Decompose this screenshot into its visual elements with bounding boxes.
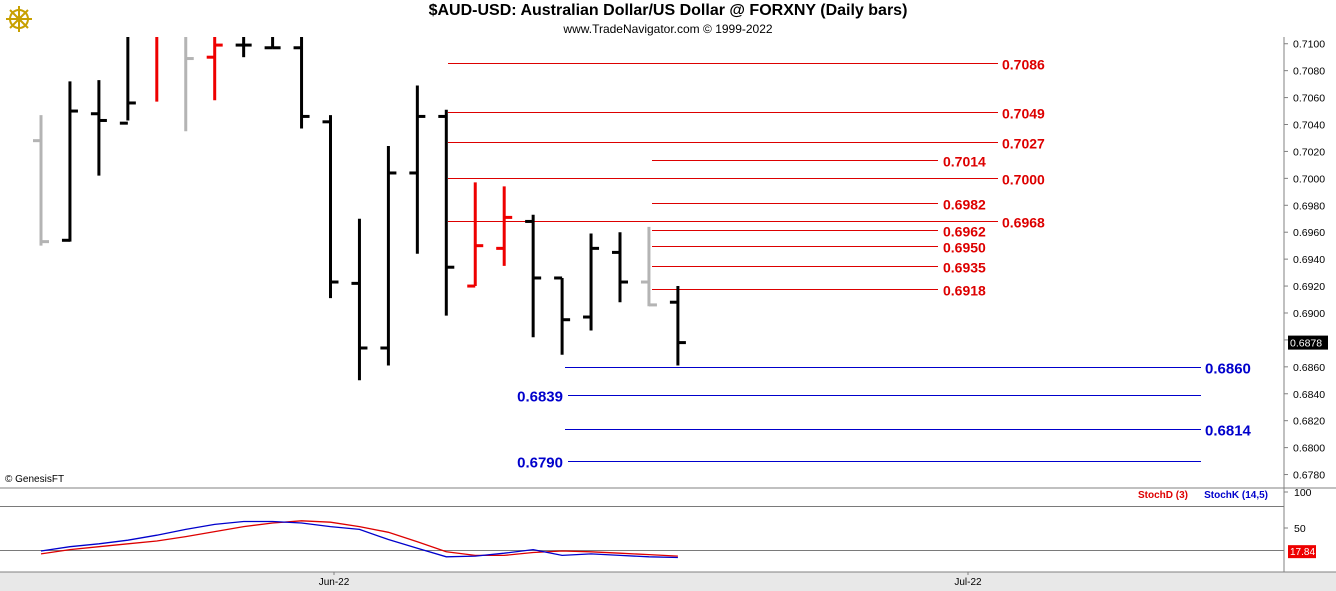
chart-subtitle: www.TradeNavigator.com © 1999-2022 xyxy=(563,22,773,36)
price-axis-bg xyxy=(1284,37,1336,488)
level-label: 0.6918 xyxy=(943,283,986,299)
level-label: 0.6962 xyxy=(943,224,986,240)
price-tick-label: 0.6840 xyxy=(1293,389,1325,401)
price-tick-label: 0.6940 xyxy=(1293,254,1325,266)
last-price-box xyxy=(1288,335,1328,350)
level-label: 0.6935 xyxy=(943,260,986,276)
ohlc-bar xyxy=(90,80,107,176)
price-tick-label: 0.6920 xyxy=(1293,281,1325,293)
ohlc-bar xyxy=(184,37,194,132)
stoch-last-box xyxy=(1288,545,1316,559)
ohlc-bar xyxy=(119,37,136,125)
price-tick-label: 0.7020 xyxy=(1293,146,1325,158)
ohlc-bar xyxy=(409,85,426,254)
stoch-tick-label: 100 xyxy=(1294,487,1312,499)
ohlc-bar xyxy=(496,186,513,266)
ohlc-bar xyxy=(235,37,252,58)
date-axis-bg xyxy=(0,572,1336,591)
legend-stochk: StochK (14,5) xyxy=(1204,490,1268,501)
ohlc-bar xyxy=(322,115,339,299)
ohlc-bar xyxy=(206,37,223,101)
price-tick-label: 0.6860 xyxy=(1293,362,1325,374)
ohlc-bar xyxy=(33,115,49,246)
stoch-last-label: 17.84 xyxy=(1290,547,1315,558)
price-panel: 0.7086 0.7049 0.7027 0.7014 0.7000 0.6982 0.69… xyxy=(33,37,1252,472)
price-tick-label: 0.6900 xyxy=(1293,308,1325,320)
stoch-series-line xyxy=(40,520,678,557)
ohlc-bar xyxy=(612,232,628,303)
ohlc-bar xyxy=(525,214,542,338)
level-label: 0.6839 xyxy=(517,389,563,406)
price-tick-label: 0.7080 xyxy=(1293,66,1325,78)
date-tick-label: Jun-22 xyxy=(319,577,350,588)
ohlc-bar xyxy=(380,146,397,366)
date-axis: Jun-22 Jul-22 xyxy=(0,571,1336,591)
stoch-series-line xyxy=(40,520,678,559)
level-label: 0.6968 xyxy=(1002,215,1045,231)
price-tick-label: 0.7060 xyxy=(1293,93,1325,105)
level-label: 0.6950 xyxy=(943,240,986,256)
stoch-tick-label: 50 xyxy=(1294,523,1306,535)
price-tick-label: 0.6780 xyxy=(1293,470,1325,482)
level-label: 0.6982 xyxy=(943,197,986,213)
price-axis: 0.7100 0.7080 0.7060 0.7040 0.7020 0.7000 0.69… xyxy=(1283,37,1336,488)
ohlc-bar xyxy=(583,233,600,331)
level-label: 0.7000 xyxy=(1002,172,1045,188)
date-tick-label: Jul-22 xyxy=(954,577,982,588)
ohlc-bar xyxy=(554,276,571,355)
ohlc-bar xyxy=(467,182,484,288)
ohlc-bar xyxy=(155,37,159,102)
price-tick-label: 0.6820 xyxy=(1293,416,1325,428)
level-label: 0.6860 xyxy=(1205,361,1251,378)
ship-wheel-logo xyxy=(6,6,32,32)
ohlc-bar xyxy=(264,37,281,50)
price-tick-label: 0.6800 xyxy=(1293,443,1325,455)
level-label: 0.7027 xyxy=(1002,136,1045,152)
last-price-label: 0.6878 xyxy=(1290,338,1322,350)
ohlc-bar xyxy=(640,226,657,307)
level-label: 0.6790 xyxy=(517,455,563,472)
ohlc-bar xyxy=(61,81,78,242)
chart-title: $AUD-USD: Australian Dollar/US Dollar @ … xyxy=(428,2,908,19)
price-tick-label: 0.7000 xyxy=(1293,173,1325,185)
ohlc-bar xyxy=(438,109,455,316)
chart-header: $AUD-USD: Australian Dollar/US Dollar @ … xyxy=(0,0,1336,37)
ohlc-bar xyxy=(351,218,368,381)
price-tick-label: 0.6960 xyxy=(1293,227,1325,239)
level-label: 0.7049 xyxy=(1002,106,1045,122)
level-label: 0.7014 xyxy=(943,154,986,170)
price-tick-label: 0.6980 xyxy=(1293,200,1325,212)
price-tick-label: 0.7040 xyxy=(1293,120,1325,132)
level-label: 0.6814 xyxy=(1205,423,1252,440)
legend-stochd: StochD (3) xyxy=(1138,490,1188,501)
stochastic-panel: 100 50 StochD (3) StochK (14,5) 17.84 xyxy=(0,487,1336,572)
copyright-label: © GenesisFT xyxy=(5,474,65,485)
ohlc-bar xyxy=(669,286,686,366)
level-label: 0.7086 xyxy=(1002,57,1045,73)
price-tick-label: 0.7100 xyxy=(1293,39,1325,51)
ohlc-bar xyxy=(293,37,310,129)
